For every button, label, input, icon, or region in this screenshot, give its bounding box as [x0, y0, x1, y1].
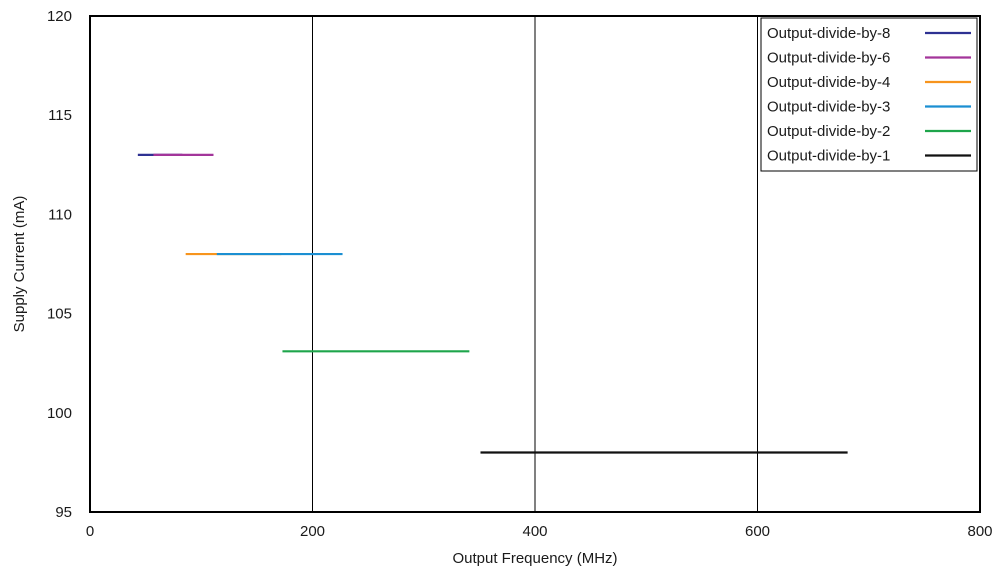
y-tick-label: 100 [47, 405, 72, 422]
axis-ticks: 0 200 400 600 800 95 100 105 110 115 120 [47, 8, 993, 540]
x-tick-label: 400 [522, 523, 547, 540]
x-tick-label: 0 [86, 523, 94, 540]
y-tick-label: 105 [47, 306, 72, 323]
y-axis-label: Supply Current (mA) [11, 196, 28, 333]
y-tick-label: 115 [48, 107, 72, 124]
grid-lines [312, 16, 758, 512]
x-tick-label: 600 [745, 523, 770, 540]
legend-label: Output-divide-by-4 [767, 74, 890, 91]
legend-label: Output-divide-by-6 [767, 50, 890, 67]
y-tick-label: 120 [47, 8, 72, 25]
y-tick-label: 95 [55, 504, 72, 521]
legend: Output-divide-by-8 Output-divide-by-6 Outp… [760, 17, 978, 172]
legend-label: Output-divide-by-2 [767, 123, 890, 140]
legend-label: Output-divide-by-1 [767, 148, 890, 165]
legend-box [760, 17, 978, 172]
series-lines [137, 153, 848, 454]
y-tick-label: 110 [48, 206, 72, 223]
x-axis-label: Output Frequency (MHz) [452, 550, 617, 567]
x-tick-label: 800 [967, 523, 992, 540]
legend-label: Output-divide-by-8 [767, 25, 890, 42]
plot-area-frame [89, 15, 981, 513]
x-tick-label: 200 [300, 523, 325, 540]
legend-label: Output-divide-by-3 [767, 99, 890, 116]
